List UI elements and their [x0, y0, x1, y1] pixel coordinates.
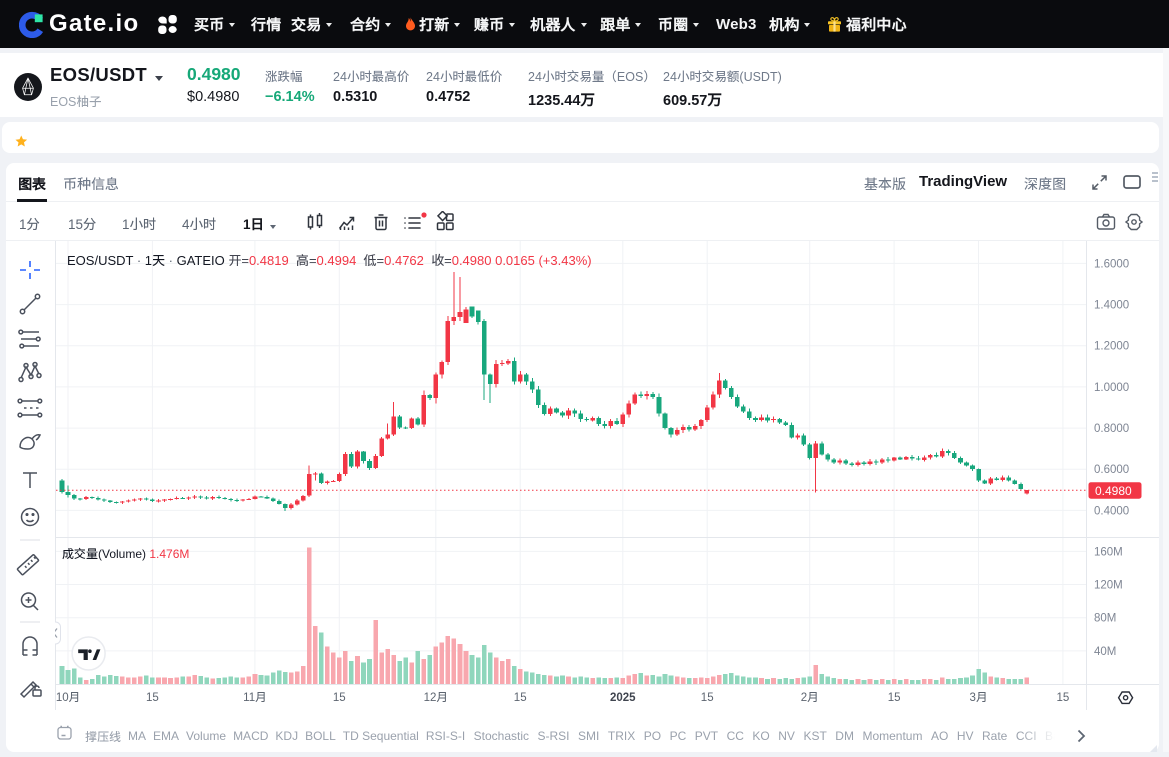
- svg-text:40M: 40M: [1094, 646, 1116, 658]
- svg-text:1.4000: 1.4000: [1094, 300, 1129, 312]
- svg-text:0.6000: 0.6000: [1094, 464, 1129, 476]
- svg-text:3月: 3月: [970, 692, 988, 704]
- svg-text:15: 15: [514, 692, 527, 704]
- svg-text:15: 15: [701, 692, 714, 704]
- svg-text:0.4000: 0.4000: [1094, 505, 1129, 517]
- svg-text:15: 15: [888, 692, 901, 704]
- svg-text:1.6000: 1.6000: [1094, 258, 1129, 270]
- svg-text:2025: 2025: [610, 692, 636, 704]
- svg-text:11月: 11月: [243, 692, 266, 704]
- svg-text:12月: 12月: [424, 692, 448, 704]
- svg-text:1.2000: 1.2000: [1094, 341, 1129, 353]
- svg-text:0.4980: 0.4980: [1095, 484, 1132, 498]
- svg-text:EOS/USDT · 1天 · GATEIO 开=0.48: EOS/USDT · 1天 · GATEIO 开=0.4819 高=0.4994…: [67, 253, 592, 268]
- svg-text:0.8000: 0.8000: [1094, 423, 1129, 435]
- svg-text:15: 15: [146, 692, 159, 704]
- svg-text:1.0000: 1.0000: [1094, 382, 1129, 394]
- svg-text:10月: 10月: [56, 692, 80, 704]
- svg-text:15: 15: [333, 692, 346, 704]
- svg-text:2月: 2月: [801, 692, 819, 704]
- svg-text:80M: 80M: [1094, 613, 1116, 625]
- svg-text:120M: 120M: [1094, 580, 1123, 592]
- svg-text:160M: 160M: [1094, 546, 1123, 558]
- svg-text:成交量(Volume) 1.476M: 成交量(Volume) 1.476M: [62, 547, 189, 561]
- svg-text:15: 15: [1057, 692, 1070, 704]
